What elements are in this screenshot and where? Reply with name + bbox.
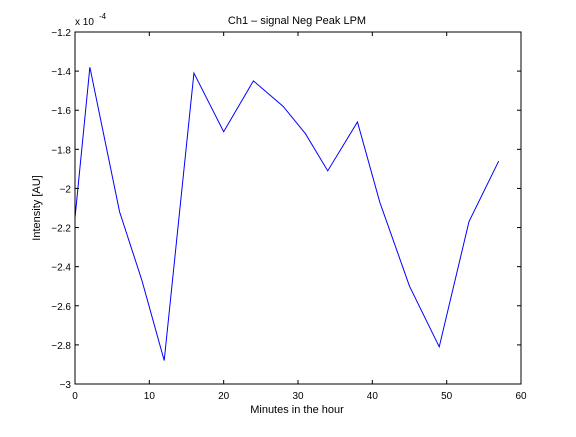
y-tick-label: −2.8 bbox=[51, 341, 71, 352]
y-tick-label: −2.4 bbox=[51, 263, 71, 274]
y-axis-label: Intensity [AU] bbox=[31, 175, 43, 240]
x-axis-label: Minutes in the hour bbox=[250, 404, 344, 416]
x-tick-label: 40 bbox=[367, 391, 379, 402]
y-tick-label: −1.2 bbox=[51, 28, 71, 39]
y-axis-multiplier-exponent: -4 bbox=[99, 12, 107, 21]
x-tick-label: 0 bbox=[72, 391, 78, 402]
x-tick-label: 20 bbox=[218, 391, 230, 402]
x-tick-label: 50 bbox=[441, 391, 453, 402]
chart-title: Ch1 – signal Neg Peak LPM bbox=[228, 15, 366, 27]
y-tick-label: −3 bbox=[60, 380, 72, 391]
y-tick-label: −2 bbox=[60, 184, 72, 195]
x-tick-label: 60 bbox=[515, 391, 527, 402]
y-tick-label: −1.6 bbox=[51, 106, 71, 117]
y-tick-label: −2.2 bbox=[51, 224, 71, 235]
y-tick-label: −1.8 bbox=[51, 145, 71, 156]
plot-area bbox=[75, 32, 521, 384]
x-tick-label: 10 bbox=[144, 391, 156, 402]
x-tick-label: 30 bbox=[292, 391, 304, 402]
y-tick-label: −1.4 bbox=[51, 67, 71, 78]
y-axis-multiplier: x 10 bbox=[75, 17, 94, 28]
y-tick-label: −2.6 bbox=[51, 302, 71, 313]
